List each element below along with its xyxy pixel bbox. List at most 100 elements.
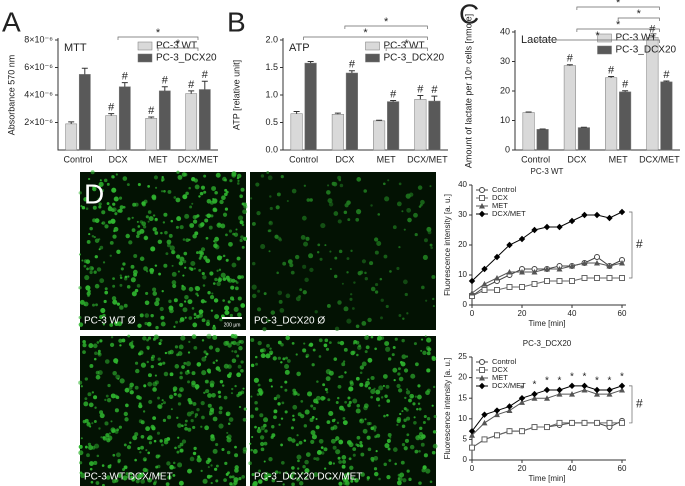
- cell: [99, 245, 104, 250]
- cell: [380, 316, 383, 320]
- cell: [433, 414, 437, 419]
- chart-title: PC-3_DCX20: [523, 339, 572, 348]
- legend-label: Control: [492, 185, 517, 194]
- cell: [420, 349, 423, 352]
- cell: [263, 417, 269, 423]
- cell: [304, 277, 309, 283]
- cell: [179, 448, 184, 453]
- cell: [421, 285, 425, 290]
- cell: [175, 225, 179, 229]
- cell: [190, 410, 194, 415]
- cell: [234, 445, 237, 449]
- cell: [366, 334, 369, 338]
- cell: [327, 198, 333, 204]
- cell: [408, 477, 412, 482]
- cell: [119, 305, 124, 310]
- cell: [373, 387, 376, 390]
- cell: [326, 190, 331, 195]
- annotation: *: [558, 376, 562, 387]
- cell: [147, 347, 150, 350]
- cell: [159, 306, 164, 312]
- cell: [310, 439, 315, 444]
- cell: [228, 417, 234, 422]
- cell: [215, 359, 218, 362]
- bar: [577, 127, 590, 151]
- y-tick-label: 1.5: [265, 62, 278, 72]
- cell: [209, 295, 215, 300]
- cell: [92, 343, 98, 349]
- marker: [468, 427, 476, 435]
- cell: [215, 464, 219, 468]
- cell: [339, 340, 345, 346]
- cell: [271, 478, 276, 483]
- cell: [335, 449, 341, 455]
- cell: [202, 478, 208, 484]
- cell: [183, 251, 188, 256]
- cell: [352, 447, 357, 451]
- annotation: #: [431, 84, 438, 96]
- cell: [396, 383, 401, 389]
- cell: [242, 447, 248, 452]
- cell: [420, 338, 424, 341]
- cell: [263, 292, 267, 296]
- cell: [148, 441, 153, 445]
- cell: [203, 174, 207, 178]
- error-bar: [201, 80, 208, 90]
- marker: [481, 436, 488, 443]
- cell: [96, 341, 100, 344]
- cell: [242, 387, 245, 390]
- cell: [317, 243, 321, 247]
- cell: [198, 195, 201, 198]
- cell: [239, 220, 244, 225]
- cell: [385, 304, 389, 309]
- cell: [234, 453, 239, 458]
- cell: [212, 326, 217, 331]
- cell: [181, 424, 184, 427]
- cell: [93, 357, 97, 361]
- cell: [222, 299, 225, 302]
- cell: [397, 367, 401, 371]
- cell: [152, 291, 158, 296]
- cell: [398, 376, 404, 382]
- cell: [426, 368, 431, 373]
- y-tick-label: 20: [458, 240, 467, 249]
- cell: [78, 286, 82, 290]
- bar: [387, 101, 400, 151]
- legend-label: DCX: [492, 365, 508, 374]
- cell: [214, 241, 217, 244]
- cell: [139, 256, 145, 262]
- cell: [200, 401, 205, 406]
- significance: *: [595, 30, 600, 42]
- marker: [569, 278, 575, 284]
- marker: [479, 187, 485, 193]
- y-axis-label: ATP [relative unit]: [231, 60, 241, 130]
- cell: [328, 461, 333, 465]
- cell: [311, 416, 315, 419]
- bar: [290, 113, 303, 151]
- cell: [87, 392, 92, 397]
- cell: [273, 396, 278, 401]
- cell: [138, 472, 144, 478]
- cell: [217, 390, 221, 394]
- cell: [431, 404, 434, 407]
- x-tick-label: DCX/MET: [407, 154, 448, 164]
- cell: [318, 338, 323, 343]
- bar: [304, 62, 317, 151]
- cell: [292, 404, 298, 410]
- cell: [191, 382, 196, 388]
- marker: [618, 208, 626, 216]
- legend-swatch: [597, 33, 612, 43]
- cell: [138, 396, 142, 400]
- marker: [518, 395, 526, 402]
- cell: [328, 202, 334, 207]
- cell: [392, 447, 398, 452]
- cell: [295, 296, 301, 302]
- cell: [237, 182, 240, 185]
- x-tick-label: MET: [149, 154, 169, 164]
- marker: [481, 419, 488, 426]
- cell: [184, 419, 188, 423]
- annotation: #: [417, 83, 424, 95]
- annotation: #: [608, 64, 615, 76]
- cell: [219, 380, 224, 384]
- cell: [304, 476, 308, 480]
